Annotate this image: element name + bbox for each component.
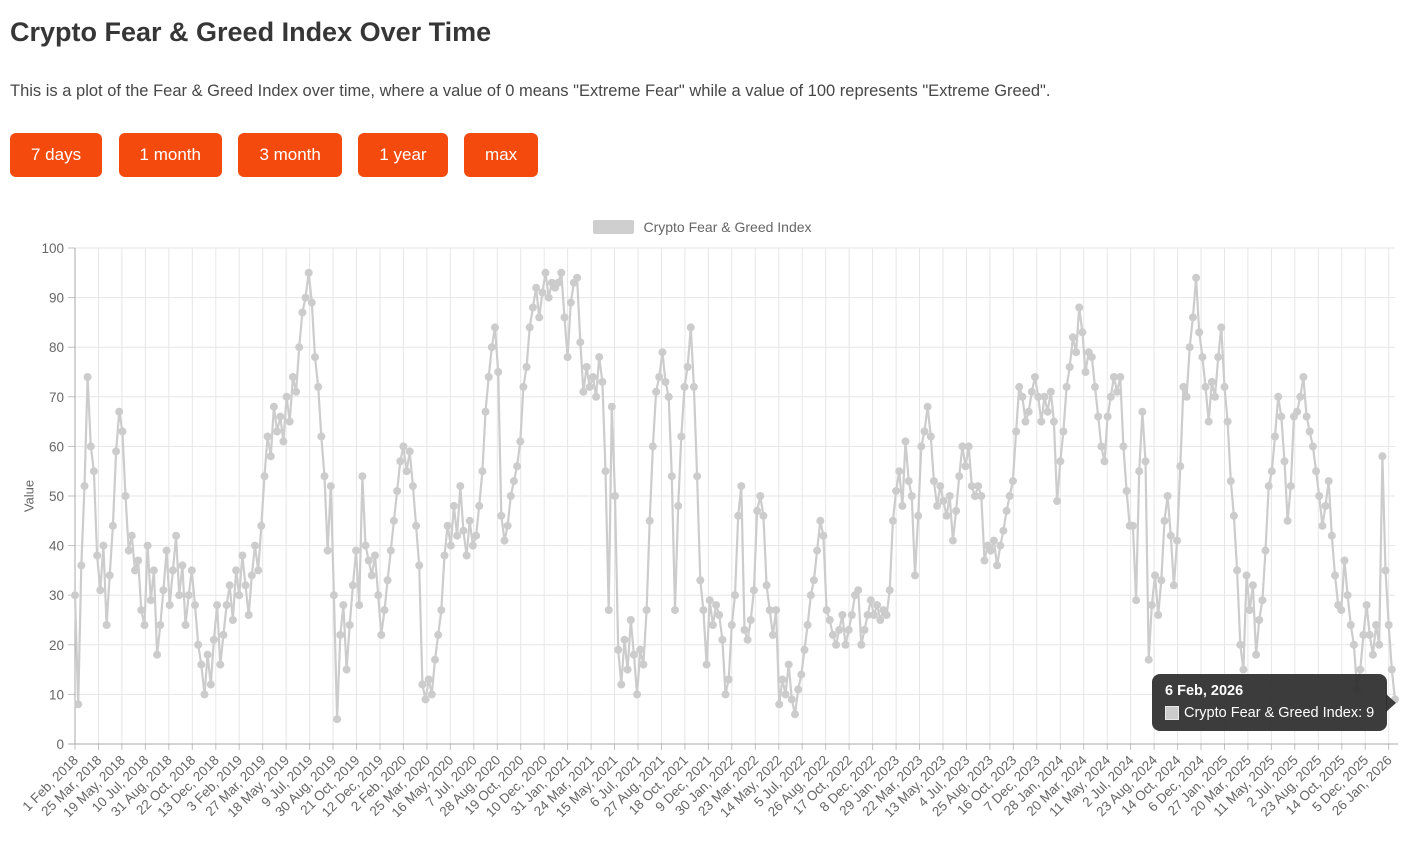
range-button-max[interactable]: max bbox=[464, 133, 539, 178]
y-tick-label: 50 bbox=[49, 489, 64, 504]
range-buttons: 7 days 1 month 3 month 1 year max bbox=[10, 133, 1405, 178]
y-tick-label: 20 bbox=[49, 638, 64, 653]
y-tick-label: 40 bbox=[49, 539, 64, 554]
fear-greed-chart: Crypto Fear & Greed Index Value 1 Feb, 2… bbox=[0, 215, 1405, 847]
tooltip-row: Crypto Fear & Greed Index: 9 bbox=[1165, 705, 1374, 721]
y-tick-label: 80 bbox=[49, 341, 64, 356]
page-description: This is a plot of the Fear & Greed Index… bbox=[10, 82, 1051, 101]
tooltip-date: 6 Feb, 2026 bbox=[1165, 683, 1244, 700]
y-tick-label: 60 bbox=[49, 440, 64, 455]
range-button-1-month[interactable]: 1 month bbox=[118, 133, 222, 178]
range-button-7-days[interactable]: 7 days bbox=[10, 133, 103, 178]
legend-series-label: Crypto Fear & Greed Index bbox=[643, 219, 812, 236]
y-tick-label: 100 bbox=[41, 241, 64, 256]
chart-legend[interactable]: Crypto Fear & Greed Index bbox=[0, 219, 1405, 235]
y-tick-label: 0 bbox=[56, 737, 64, 752]
y-tick-label: 30 bbox=[49, 589, 64, 604]
y-axis-title: Value bbox=[21, 480, 37, 513]
chart-tooltip: 6 Feb, 2026 Crypto Fear & Greed Index: 9 bbox=[1152, 674, 1397, 732]
legend-series-swatch bbox=[593, 220, 635, 235]
y-tick-label: 90 bbox=[49, 291, 64, 306]
tooltip-series-swatch bbox=[1165, 706, 1179, 721]
series-markers[interactable] bbox=[71, 269, 1399, 724]
range-button-1-year[interactable]: 1 year bbox=[358, 133, 448, 178]
y-tick-label: 70 bbox=[49, 390, 64, 405]
page-title: Crypto Fear & Greed Index Over Time bbox=[10, 17, 492, 47]
range-button-3-month[interactable]: 3 month bbox=[238, 133, 342, 178]
y-tick-label: 10 bbox=[49, 688, 64, 703]
tooltip-series-value: Crypto Fear & Greed Index: 9 bbox=[1184, 705, 1375, 722]
